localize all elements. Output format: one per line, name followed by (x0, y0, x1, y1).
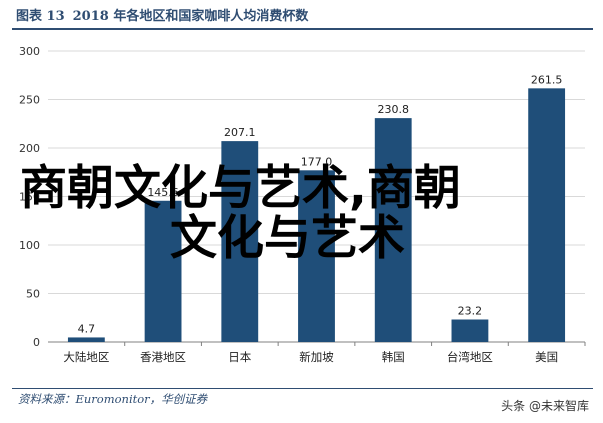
bar (221, 141, 259, 342)
y-tick-label: 200 (19, 142, 40, 155)
bar-value-label: 177.0 (301, 155, 333, 168)
bar (451, 319, 489, 342)
x-tick-label: 香港地区 (140, 350, 186, 364)
y-tick-label: 250 (19, 94, 40, 107)
y-tick-label: 50 (26, 288, 40, 301)
x-tick-label: 美国 (535, 350, 558, 364)
y-tick-label: 100 (19, 239, 40, 252)
bar-value-label: 145.6 (147, 186, 179, 199)
x-tick-label: 台湾地区 (447, 350, 493, 364)
bar (298, 170, 335, 342)
bar-value-label: 230.8 (377, 103, 409, 116)
bar-value-label: 207.1 (224, 126, 256, 139)
y-tick-label: 150 (19, 191, 40, 204)
bar (144, 200, 182, 342)
bar-chart: 0 50 100 150 200 250 300 4.7 大陆地区 145.6 香港地区 207.1 日… (19, 45, 586, 364)
x-tick-label: 新加坡 (299, 350, 334, 364)
x-tick-label: 大陆地区 (63, 350, 109, 364)
bar-value-label: 4.7 (78, 322, 96, 335)
figure-title: 2018 年各地区和国家咖啡人均消费杯数 (72, 8, 309, 24)
x-tick-label: 日本 (228, 350, 251, 364)
chart-header: 图表 13 2018 年各地区和国家咖啡人均消费杯数 (16, 4, 308, 24)
bar (374, 118, 412, 343)
figure-label: 图表 13 (16, 8, 65, 24)
bar (67, 337, 105, 342)
bar-value-label: 261.5 (531, 73, 563, 86)
source-note: 资料来源：Euromonitor，华创证券 (18, 392, 208, 406)
x-tick-label: 韩国 (382, 350, 405, 364)
watermark-badge: 头条 @未来智库 (497, 396, 593, 415)
y-tick-label: 300 (19, 45, 40, 58)
bar-value-label: 23.2 (458, 304, 483, 317)
y-tick-label: 0 (33, 336, 40, 349)
bar (528, 88, 566, 342)
footer-rule (12, 388, 593, 389)
header-rule (12, 28, 593, 30)
